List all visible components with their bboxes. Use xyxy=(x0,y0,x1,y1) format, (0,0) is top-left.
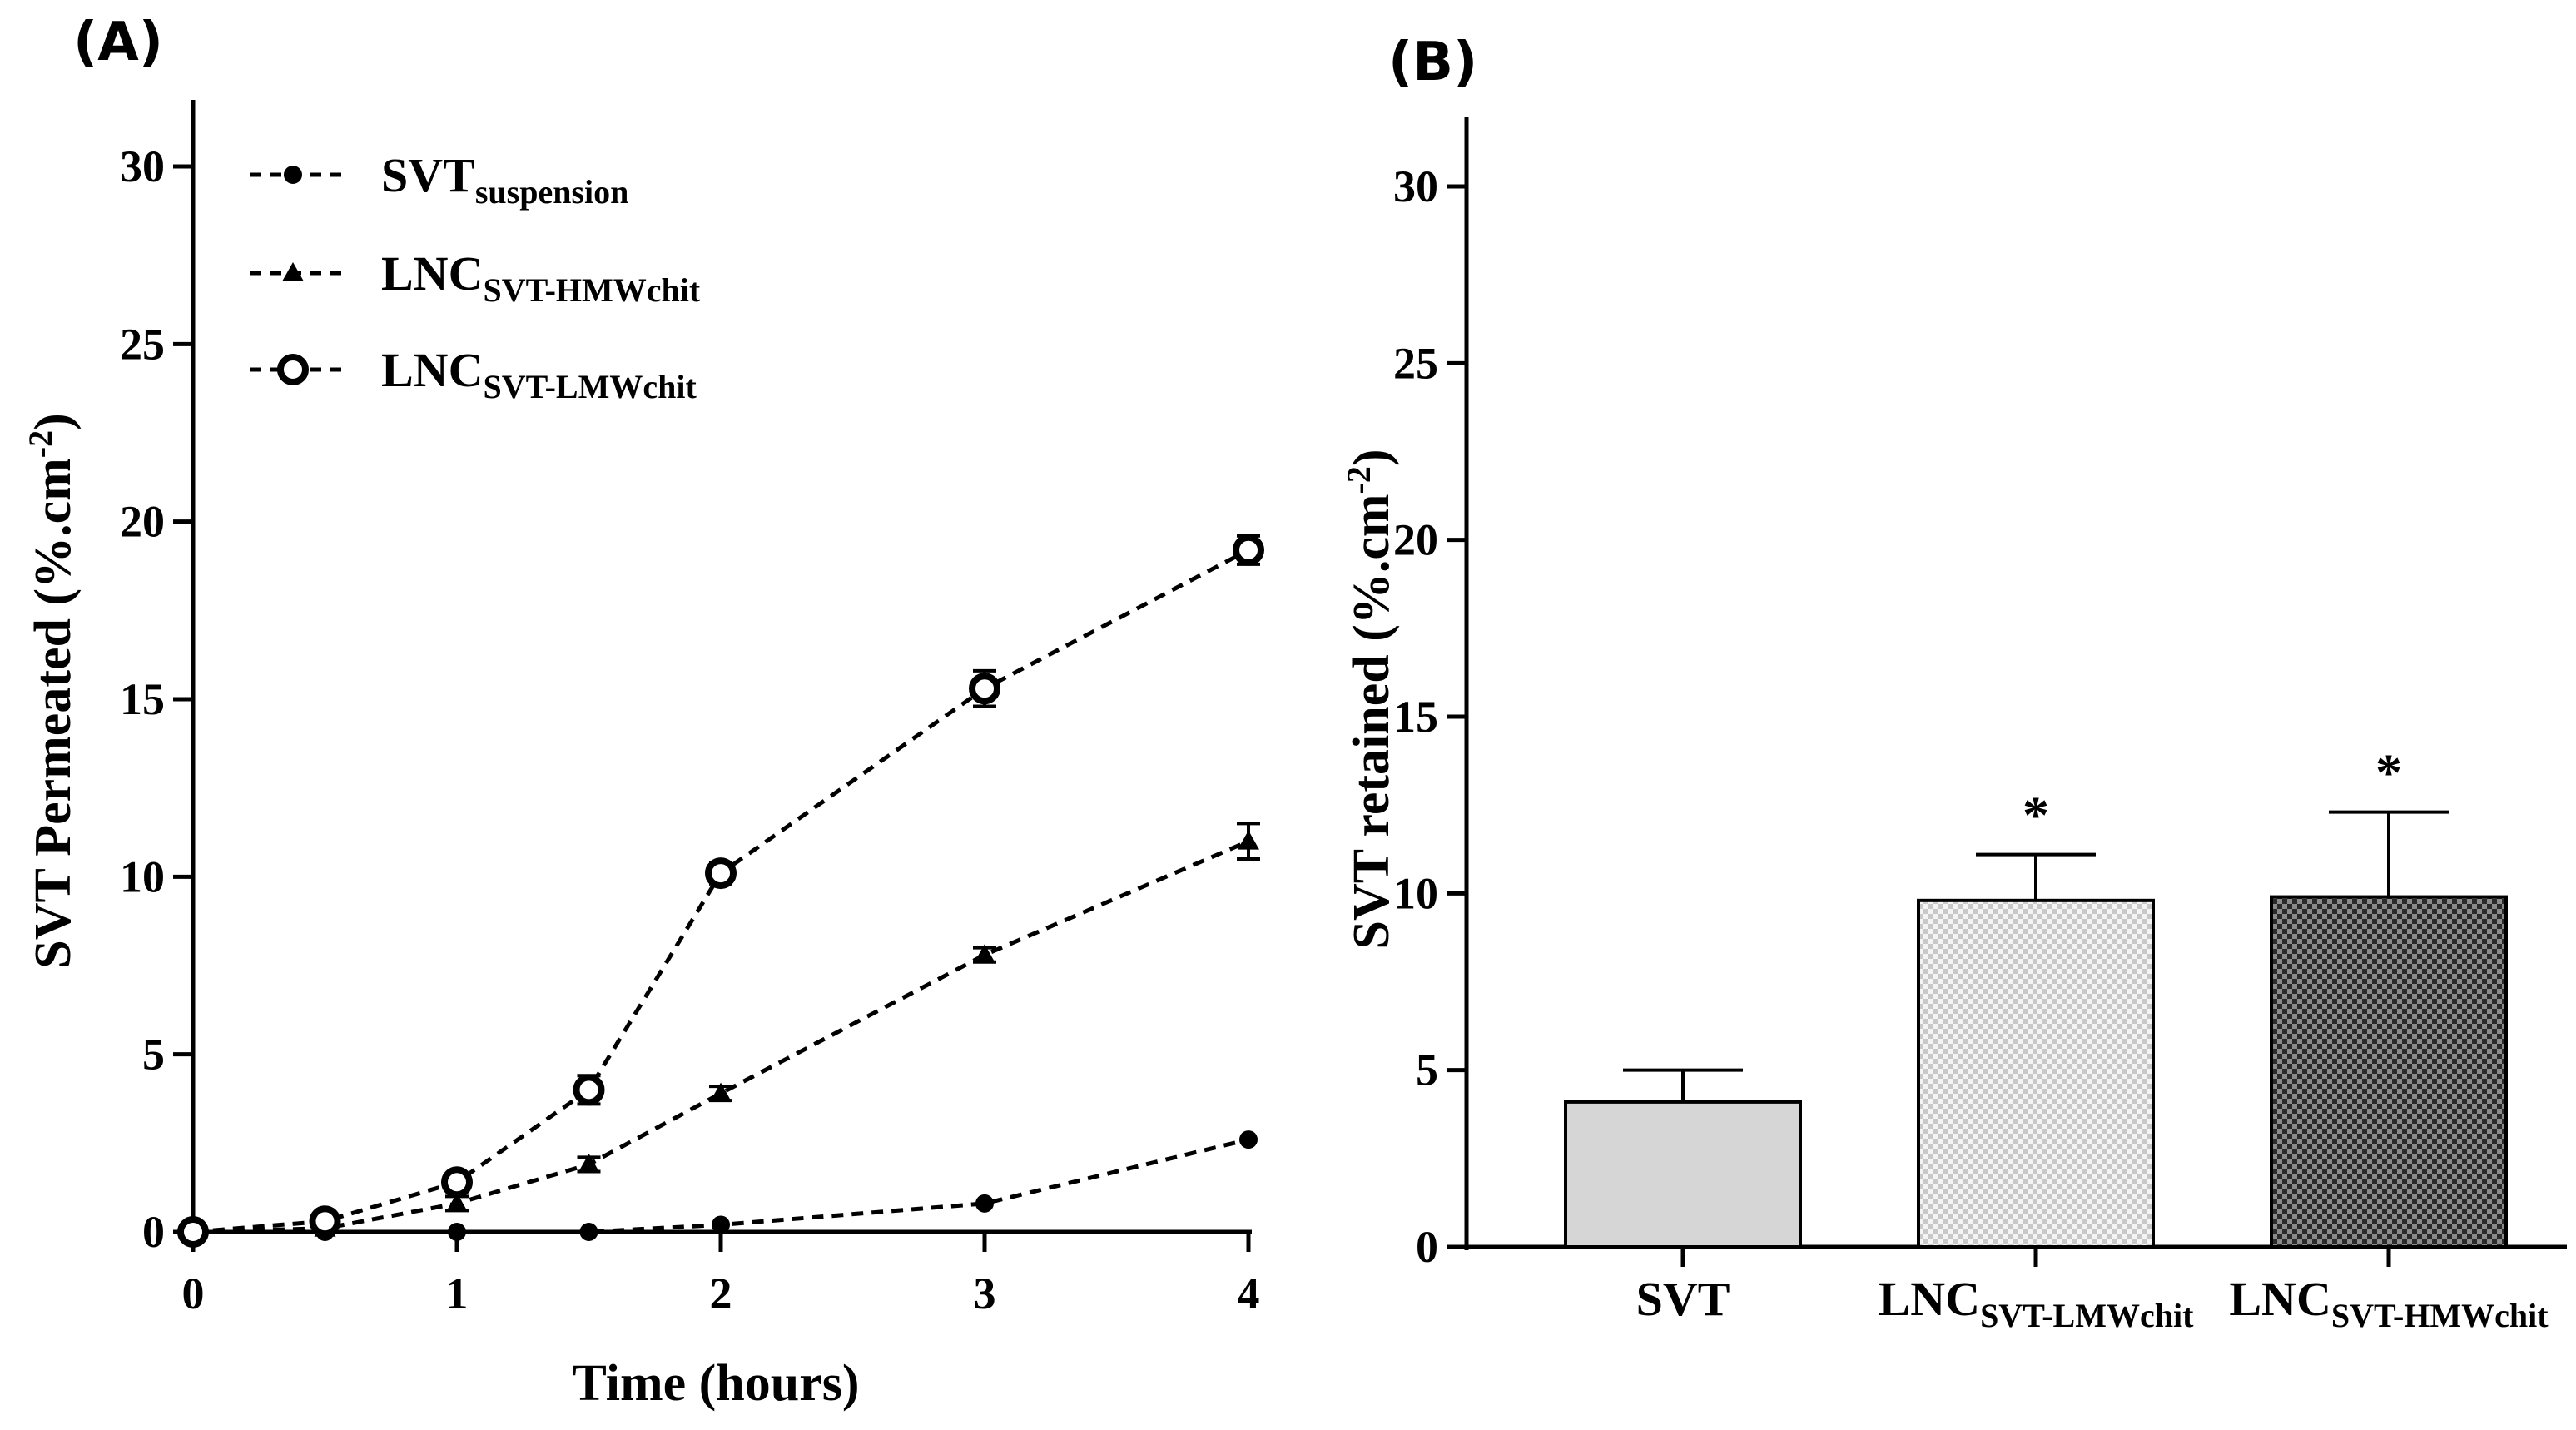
data-point xyxy=(974,944,995,964)
data-point xyxy=(969,673,1000,705)
legend-item: LNCSVT-HMWchit xyxy=(250,246,701,309)
panel-a-y-ticks: 0 5 10 15 20 25 30 xyxy=(120,142,193,1257)
data-point xyxy=(177,1216,209,1248)
panel-a-x-axis-title: Time (hours) xyxy=(572,1355,859,1412)
series-2 xyxy=(177,534,1264,1248)
panel-b-bars: ** xyxy=(1564,743,2508,1249)
data-point xyxy=(705,857,737,890)
panel-a-x-tick-label: 0 xyxy=(182,1269,205,1318)
panel-a-y-tick-label: 15 xyxy=(120,674,165,724)
panel-b-y-tick-label: 25 xyxy=(1393,338,1438,388)
bar xyxy=(2270,895,2508,1249)
panel-b-y-tick-label: 30 xyxy=(1393,161,1438,211)
panel-b-y-tick-label: 10 xyxy=(1393,868,1438,918)
data-point xyxy=(573,1074,605,1106)
legend-marker xyxy=(277,354,309,385)
legend-item: LNCSVT-LMWchit xyxy=(250,343,697,405)
panel-a: (A) 0 5 10 15 20 25 30 0 1 2 3 4 SVTsuspension LNCS… xyxy=(22,12,1264,1412)
panel-a-legend: SVTsuspension LNCSVT-HMWchit LNCSVT-LMWchi… xyxy=(250,148,701,405)
bar xyxy=(1917,898,2155,1249)
data-point xyxy=(309,1205,341,1238)
panel-a-x-ticks: 0 1 2 3 4 xyxy=(182,1232,1260,1318)
panel-b-x-tick-label: LNCSVT-HMWchit xyxy=(2229,1272,2549,1334)
data-point xyxy=(710,1082,732,1102)
panel-a-y-tick-label: 10 xyxy=(120,852,165,901)
bar-group: * xyxy=(2270,743,2508,1249)
significance-marker: * xyxy=(2023,786,2049,845)
data-point xyxy=(1238,830,1259,850)
panel-a-label: (A) xyxy=(73,12,163,73)
bar-group xyxy=(1564,1068,1802,1249)
data-point xyxy=(975,1194,994,1213)
panel-a-y-axis-title: SVT Permeated (%.cm-2) xyxy=(22,413,82,969)
panel-b-x-tick-label: LNCSVT-LMWchit xyxy=(1879,1272,2194,1334)
panel-a-y-tick-label: 5 xyxy=(142,1030,165,1080)
panel-a-y-tick-label: 30 xyxy=(120,142,165,191)
panel-a-x-tick-label: 3 xyxy=(974,1269,996,1318)
panel-b-x-labels: SVT LNCSVT-LMWchit LNCSVT-HMWchit xyxy=(1636,1247,2549,1334)
legend-label: LNCSVT-HMWchit xyxy=(381,246,701,309)
data-point xyxy=(441,1166,473,1199)
legend-item: SVTsuspension xyxy=(250,148,628,211)
panel-a-x-tick-label: 2 xyxy=(710,1269,732,1318)
panel-b-y-axis-title: SVT retained (%.cm-2) xyxy=(1340,449,1400,949)
panel-b-label: (B) xyxy=(1388,32,1477,93)
panel-b-y-tick-label: 20 xyxy=(1393,515,1438,565)
panel-b-y-tick-label: 5 xyxy=(1416,1045,1438,1095)
panel-a-series xyxy=(177,534,1264,1248)
data-point xyxy=(578,1153,600,1173)
data-point xyxy=(579,1223,598,1241)
legend-marker xyxy=(284,166,302,184)
significance-marker: * xyxy=(2375,743,2402,802)
panel-a-x-tick-label: 1 xyxy=(446,1269,469,1318)
panel-a-y-tick-label: 25 xyxy=(120,319,165,369)
bar-group: * xyxy=(1917,786,2155,1249)
panel-b-y-tick-label: 15 xyxy=(1393,692,1438,742)
panel-a-y-tick-label: 0 xyxy=(142,1207,165,1257)
data-point xyxy=(1233,534,1264,566)
data-point xyxy=(1239,1130,1258,1149)
data-point xyxy=(712,1215,730,1234)
data-point xyxy=(448,1223,466,1241)
panel-b-x-tick-label: SVT xyxy=(1636,1272,1730,1326)
bar xyxy=(1564,1100,1802,1249)
panel-a-x-tick-label: 4 xyxy=(1238,1269,1260,1318)
panel-a-axes xyxy=(190,100,1252,1235)
panel-a-y-tick-label: 20 xyxy=(120,497,165,547)
panel-b-y-ticks: 0 5 10 15 20 25 30 xyxy=(1393,161,1467,1272)
legend-marker xyxy=(282,262,304,281)
series-0 xyxy=(184,1130,1258,1241)
series-line xyxy=(192,839,1249,1234)
series-line xyxy=(192,548,1250,1234)
legend-label: SVTsuspension xyxy=(381,148,628,211)
legend-label: LNCSVT-LMWchit xyxy=(381,343,697,405)
panel-b-y-tick-label: 0 xyxy=(1416,1222,1438,1272)
data-point xyxy=(446,1192,468,1212)
